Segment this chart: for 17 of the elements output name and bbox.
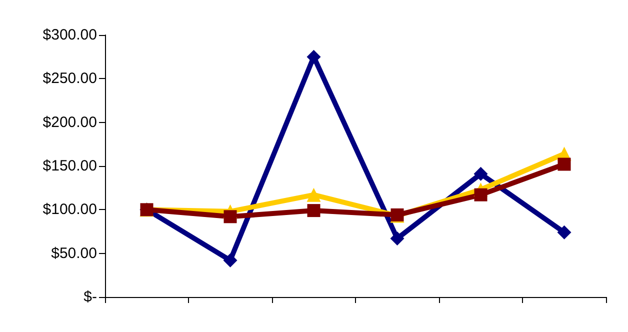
point: [306, 188, 321, 202]
point: [390, 231, 404, 246]
point: [474, 188, 488, 202]
point: [307, 204, 320, 218]
y-tick-label: $100.00: [42, 201, 97, 218]
point: [474, 166, 488, 181]
y-tick-label: $300.00: [42, 26, 97, 44]
y-tick-label: $50.00: [51, 244, 97, 262]
point: [306, 50, 321, 64]
point: [557, 225, 572, 240]
point: [223, 253, 238, 268]
y-tick-label: $250.00: [42, 70, 97, 88]
point: [224, 210, 237, 224]
y-tick-label: $150.00: [42, 158, 97, 174]
y-tick-label: $200.00: [42, 114, 97, 131]
y-tick-label: $-: [84, 288, 97, 306]
point: [558, 158, 571, 171]
